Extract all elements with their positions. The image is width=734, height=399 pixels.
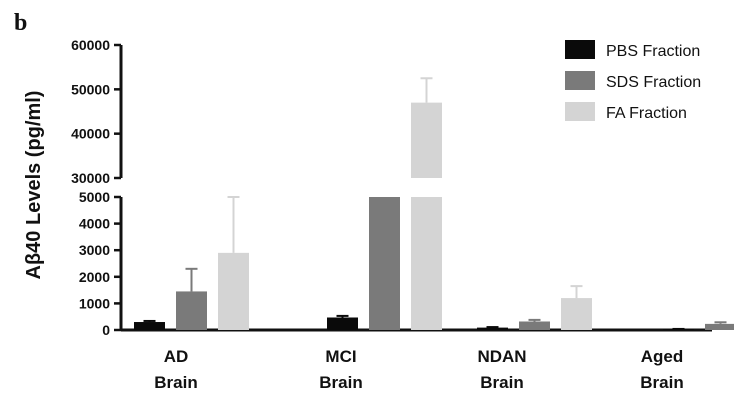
bar	[134, 322, 165, 330]
bar	[705, 323, 734, 330]
bar	[561, 298, 592, 330]
bars	[134, 102, 734, 330]
category-label: Brain	[154, 373, 197, 392]
category-label: MCI	[325, 347, 356, 366]
legend-swatch	[565, 40, 595, 59]
legend: PBS Fraction SDS Fraction FA Fraction	[565, 40, 701, 122]
y-tick-label: 50000	[71, 81, 110, 97]
y-tick-label: 1000	[79, 295, 110, 311]
legend-label: SDS Fraction	[606, 74, 701, 91]
bar	[327, 317, 358, 330]
y-tick-label: 2000	[79, 269, 110, 285]
y-tick-label: 5000	[79, 189, 110, 205]
y-tick-label: 30000	[71, 170, 110, 186]
y-tick-label: 60000	[71, 37, 110, 53]
bar	[369, 197, 400, 330]
bar	[411, 197, 442, 330]
legend-label: FA Fraction	[606, 105, 687, 122]
y-tick-label: 0	[102, 322, 110, 338]
bar	[218, 252, 249, 330]
panel-label: b	[14, 10, 27, 36]
bar	[519, 321, 550, 330]
y-axis-label: Aβ40 Levels (pg/ml)	[23, 91, 45, 280]
legend-swatch	[565, 102, 595, 121]
bar	[411, 102, 442, 178]
legend-label: PBS Fraction	[606, 43, 700, 60]
y-tick-label: 4000	[79, 216, 110, 232]
bar	[477, 327, 508, 330]
category-label: Aged	[641, 347, 684, 366]
category-labels: AD Brain MCI Brain NDAN Brain Aged Brain	[154, 347, 683, 392]
y-tick-label: 3000	[79, 242, 110, 258]
y-tick-label: 40000	[71, 126, 110, 142]
bar	[176, 291, 207, 330]
category-label: AD	[164, 347, 189, 366]
category-label: Brain	[640, 373, 683, 392]
category-label: Brain	[480, 373, 523, 392]
y-ticks: 0 1000 2000 3000 4000 5000 30000 40000 50000 6000…	[71, 37, 121, 338]
legend-swatch	[565, 71, 595, 90]
error-bars	[143, 77, 727, 330]
category-label: Brain	[319, 373, 362, 392]
category-label: NDAN	[477, 347, 526, 366]
